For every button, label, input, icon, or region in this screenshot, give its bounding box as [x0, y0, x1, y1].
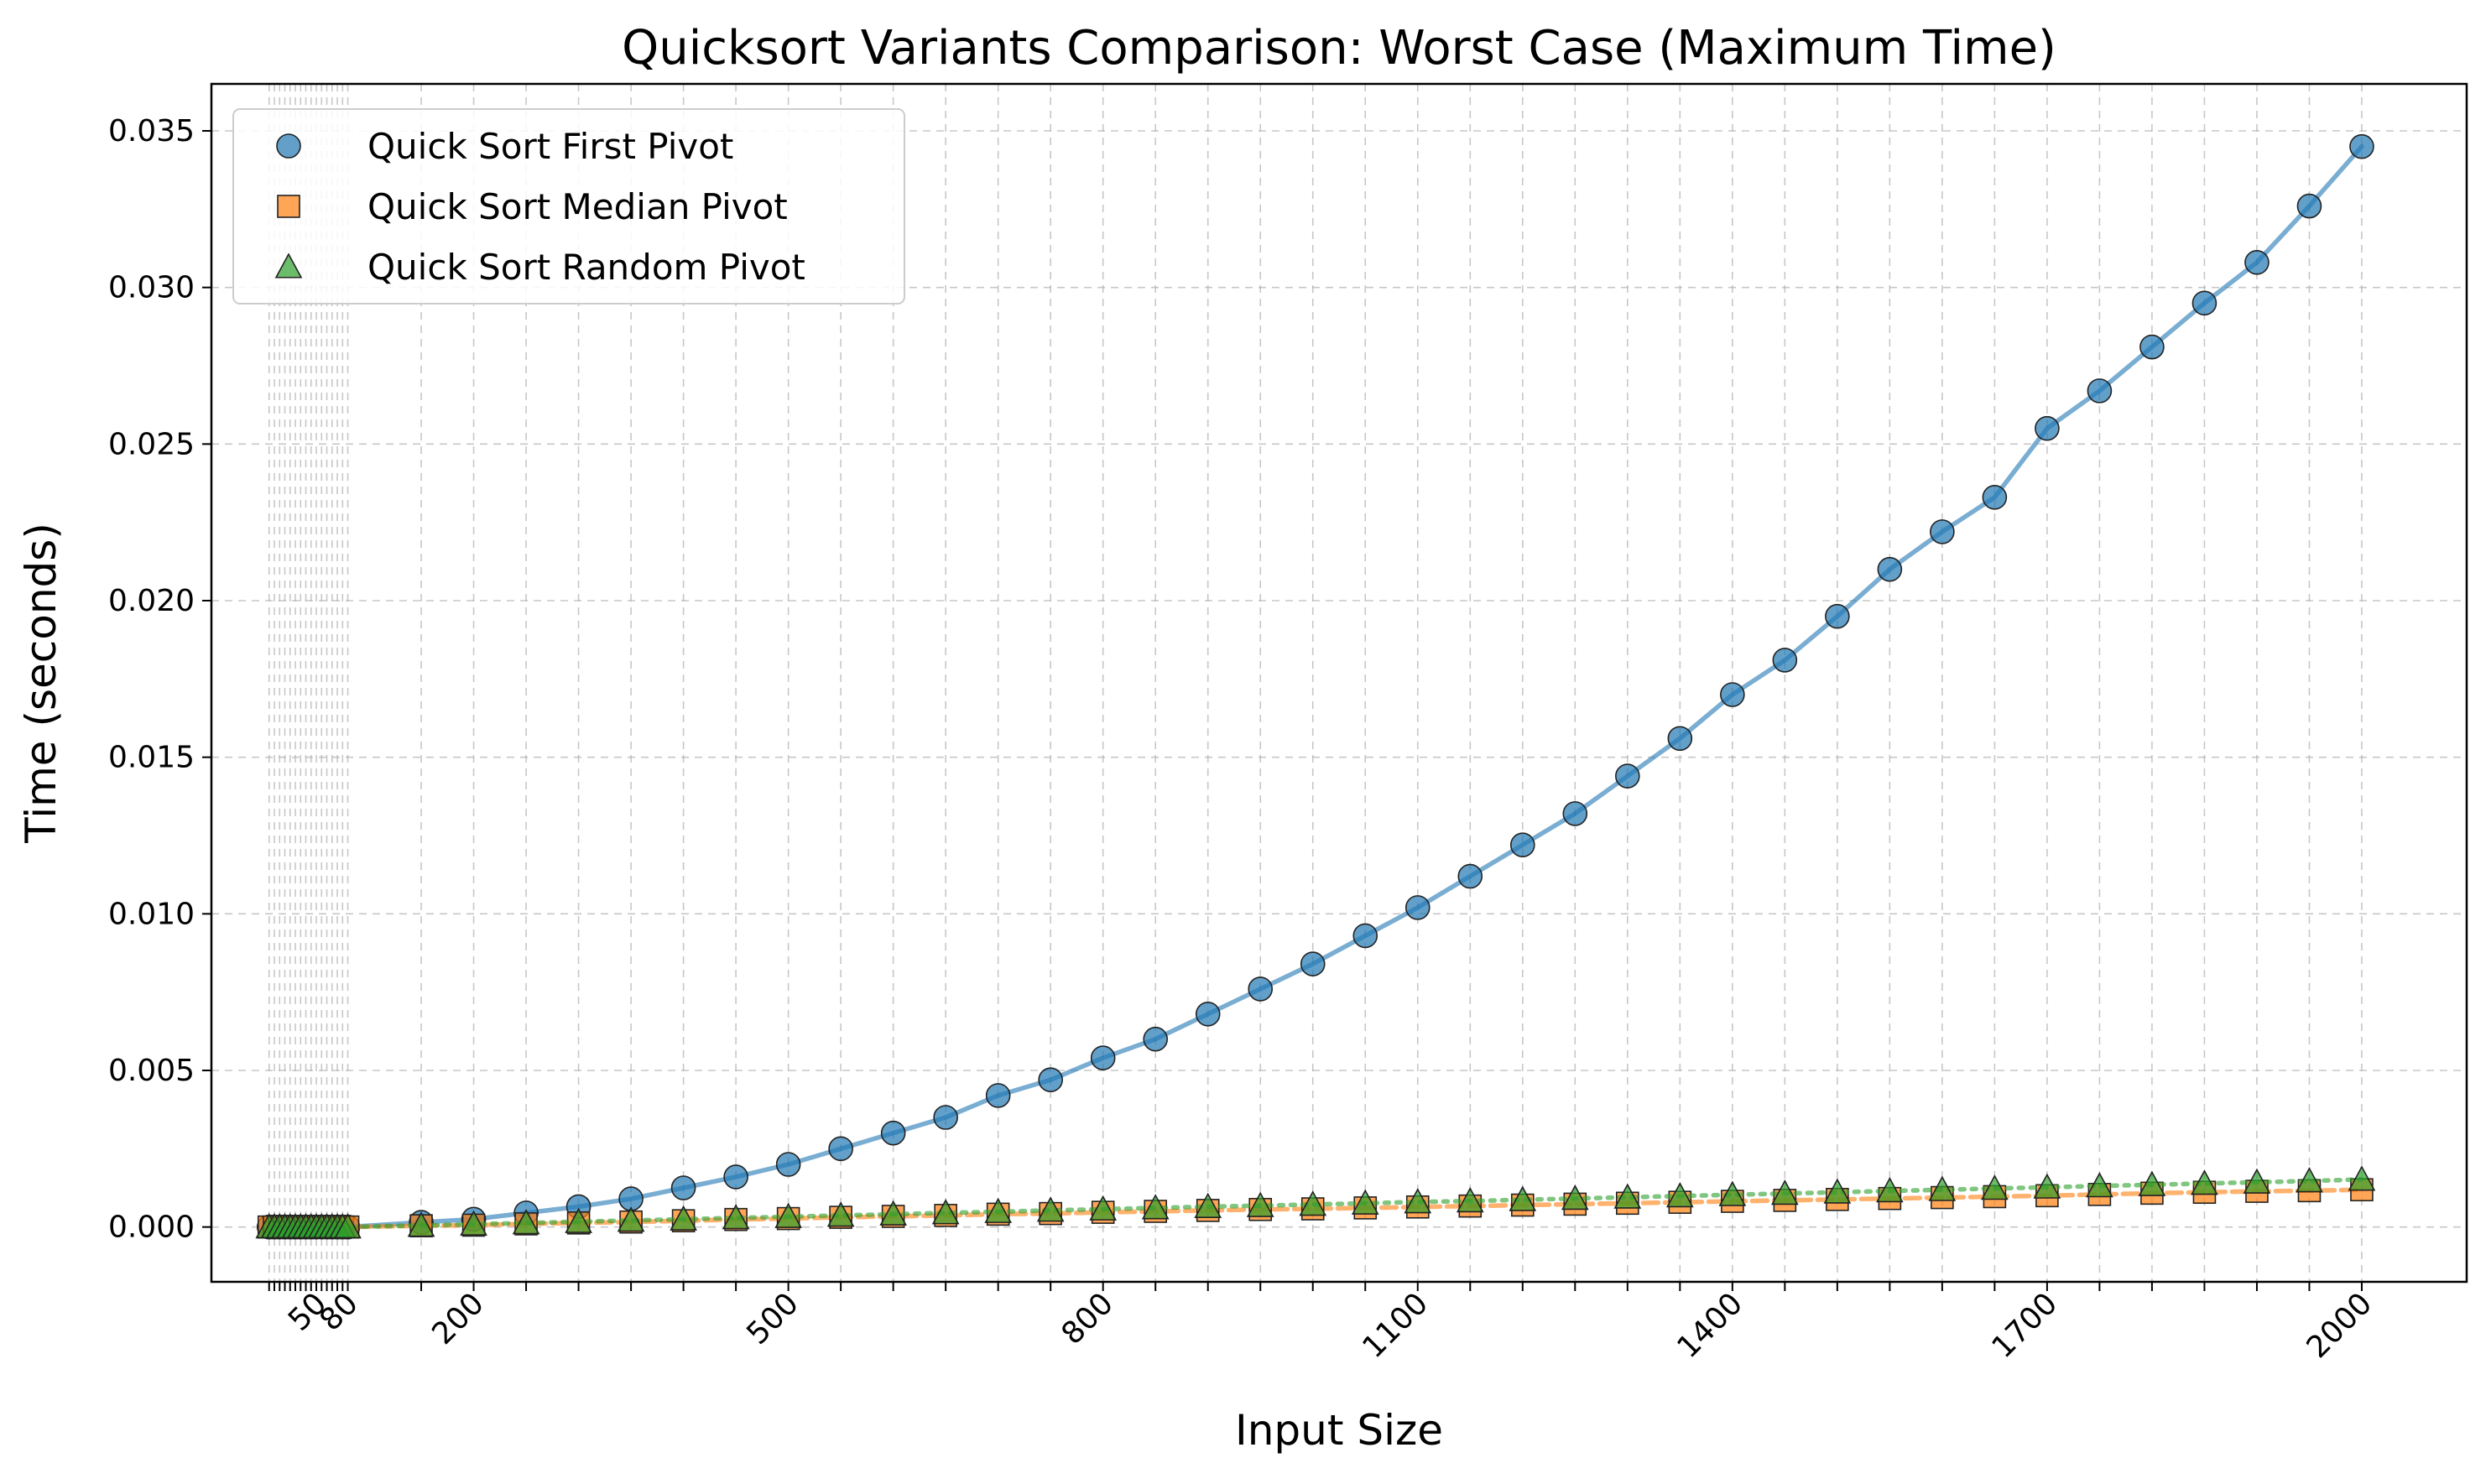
- data-point: [1720, 682, 1745, 707]
- data-point: [1615, 763, 1640, 789]
- data-point: [828, 1136, 853, 1162]
- data-point: [2349, 133, 2374, 159]
- y-tick-label: 0.015: [108, 741, 195, 775]
- chart-title: Quicksort Variants Comparison: Worst Cas…: [622, 21, 2056, 76]
- data-point: [1509, 1185, 1537, 1211]
- data-point: [1825, 603, 1850, 629]
- data-point: [1404, 1188, 1432, 1214]
- data-point: [1981, 1174, 2009, 1200]
- data-point: [1351, 1189, 1379, 1215]
- data-point: [1613, 1183, 1642, 1209]
- data-point: [512, 1209, 540, 1235]
- data-point: [2348, 1165, 2376, 1191]
- data-point: [2138, 1170, 2166, 1196]
- data-point: [2139, 334, 2165, 360]
- data-point: [1090, 1045, 1116, 1070]
- data-point: [334, 1212, 362, 1239]
- legend-marker-triangle: [274, 253, 303, 279]
- data-point: [2191, 290, 2217, 316]
- data-point: [1928, 1175, 1957, 1201]
- data-point: [2087, 378, 2113, 404]
- data-point: [985, 1083, 1011, 1108]
- data-point: [1457, 863, 1483, 889]
- data-point: [775, 1152, 801, 1177]
- data-point: [407, 1211, 435, 1237]
- data-point: [1876, 1177, 1904, 1203]
- series-layer: [255, 133, 2376, 1240]
- data-point: [1456, 1186, 1484, 1213]
- data-point: [722, 1204, 750, 1230]
- data-point: [774, 1202, 802, 1228]
- data-point: [1089, 1195, 1118, 1221]
- data-point: [1036, 1196, 1065, 1222]
- data-point: [460, 1210, 487, 1236]
- data-point: [2296, 1167, 2323, 1193]
- y-tick-label: 0.000: [108, 1211, 195, 1245]
- data-point: [1509, 832, 1535, 858]
- legend-entry-label: Quick Sort Random Pivot: [367, 247, 805, 288]
- data-point: [1143, 1026, 1169, 1052]
- data-point: [670, 1175, 696, 1200]
- y-tick-label: 0.030: [108, 271, 195, 305]
- series-2: [255, 1165, 2376, 1239]
- data-point: [1299, 1190, 1327, 1216]
- data-point: [1194, 1192, 1222, 1218]
- data-point: [2035, 415, 2060, 441]
- y-tick-label: 0.005: [108, 1054, 195, 1088]
- data-point: [1667, 726, 1693, 752]
- data-point: [880, 1120, 906, 1146]
- data-point: [1982, 484, 2008, 510]
- data-point: [931, 1199, 960, 1225]
- legend: Quick Sort First Pivot Quick Sort Median …: [232, 108, 905, 305]
- data-point: [1195, 1002, 1221, 1027]
- x-axis-label: Input Size: [1235, 1406, 1443, 1455]
- data-point: [1562, 801, 1588, 826]
- data-point: [1930, 519, 1955, 544]
- data-point: [2244, 249, 2270, 275]
- legend-marker-circle: [276, 133, 301, 159]
- legend-marker-square: [277, 195, 300, 218]
- data-point: [826, 1201, 855, 1227]
- data-point: [1141, 1194, 1170, 1220]
- data-point: [1561, 1185, 1589, 1211]
- data-point: [565, 1207, 592, 1233]
- data-point: [1246, 1191, 1274, 1217]
- data-point: [1352, 923, 1378, 949]
- y-tick-label: 0.020: [108, 584, 195, 618]
- data-point: [2191, 1169, 2218, 1195]
- y-axis-label: Time (seconds): [17, 523, 65, 844]
- data-point: [1300, 951, 1326, 976]
- data-point: [879, 1200, 907, 1226]
- data-point: [1771, 1179, 1799, 1205]
- data-point: [1823, 1178, 1852, 1204]
- data-point: [1877, 556, 1903, 582]
- data-point: [1772, 648, 1798, 673]
- data-point: [2033, 1173, 2061, 1199]
- data-point: [1718, 1180, 1747, 1206]
- data-point: [723, 1164, 748, 1190]
- data-point: [984, 1197, 1013, 1223]
- legend-entry-label: Quick Sort Median Pivot: [367, 186, 788, 227]
- y-tick-label: 0.025: [108, 427, 195, 461]
- data-point: [933, 1105, 958, 1130]
- legend-box: [232, 108, 905, 305]
- data-point: [1038, 1067, 1063, 1092]
- data-point: [670, 1205, 697, 1231]
- data-point: [2086, 1172, 2113, 1198]
- data-point: [1248, 976, 1274, 1002]
- data-point: [1404, 895, 1431, 920]
- y-tick-label: 0.010: [108, 897, 195, 931]
- data-point: [2243, 1168, 2271, 1194]
- y-tick-label: 0.035: [108, 114, 195, 148]
- data-point: [617, 1206, 645, 1232]
- plot-area-frame: [210, 82, 2468, 1284]
- legend-entry-label: Quick Sort First Pivot: [367, 126, 733, 167]
- data-point: [2296, 193, 2322, 219]
- data-point: [1665, 1182, 1694, 1208]
